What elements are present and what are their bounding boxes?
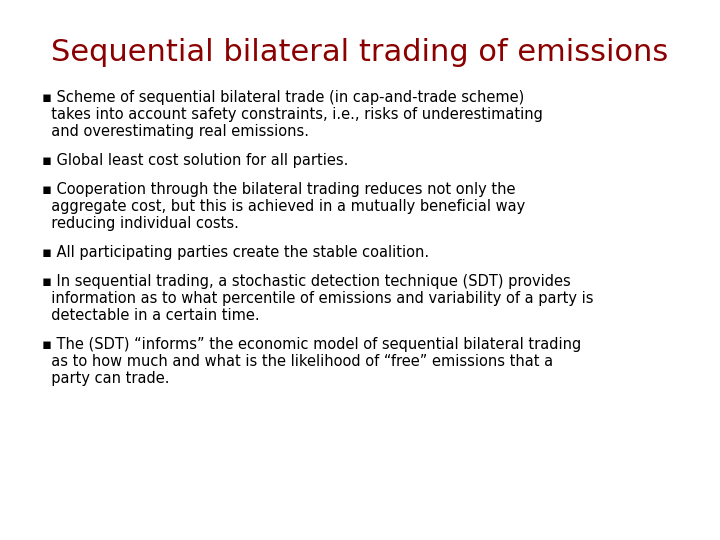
Text: ▪ Cooperation through the bilateral trading reduces not only the: ▪ Cooperation through the bilateral trad…: [42, 182, 516, 197]
Text: ▪ In sequential trading, a stochastic detection technique (SDT) provides: ▪ In sequential trading, a stochastic de…: [42, 274, 571, 289]
Text: information as to what percentile of emissions and variability of a party is: information as to what percentile of emi…: [42, 291, 593, 306]
Text: ▪ Global least cost solution for all parties.: ▪ Global least cost solution for all par…: [42, 153, 348, 168]
Text: party can trade.: party can trade.: [42, 371, 169, 386]
Text: aggregate cost, but this is achieved in a mutually beneficial way: aggregate cost, but this is achieved in …: [42, 199, 526, 214]
Text: ▪ Scheme of sequential bilateral trade (in cap-and-trade scheme): ▪ Scheme of sequential bilateral trade (…: [42, 90, 524, 105]
Text: reducing individual costs.: reducing individual costs.: [42, 216, 239, 231]
Text: as to how much and what is the likelihood of “free” emissions that a: as to how much and what is the likelihoo…: [42, 354, 553, 369]
Text: Sequential bilateral trading of emissions: Sequential bilateral trading of emission…: [51, 38, 669, 67]
Text: and overestimating real emissions.: and overestimating real emissions.: [42, 124, 309, 139]
Text: ▪ The (SDT) “informs” the economic model of sequential bilateral trading: ▪ The (SDT) “informs” the economic model…: [42, 337, 581, 352]
Text: takes into account safety constraints, i.e., risks of underestimating: takes into account safety constraints, i…: [42, 107, 543, 122]
Text: ▪ All participating parties create the stable coalition.: ▪ All participating parties create the s…: [42, 245, 429, 260]
Text: detectable in a certain time.: detectable in a certain time.: [42, 308, 260, 323]
